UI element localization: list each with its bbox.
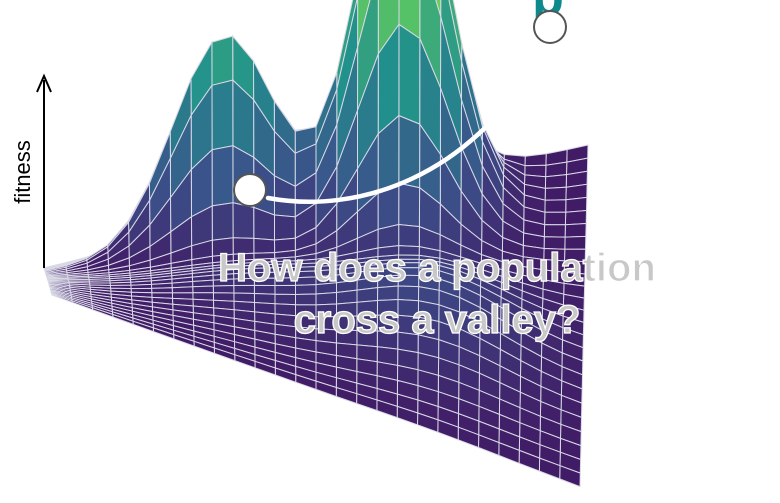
surface-cell — [524, 153, 547, 167]
surface-cell — [544, 186, 567, 201]
surface-cell — [211, 202, 234, 241]
surface-cell — [171, 286, 194, 294]
arrowhead-icon — [520, 47, 545, 73]
surface-cell — [274, 293, 296, 306]
surface-cell — [544, 174, 568, 189]
population-start-marker — [233, 173, 267, 207]
question-overlay: How does a population cross a valley? — [217, 245, 656, 342]
fitness-axis: fitness — [10, 73, 52, 268]
surface-cell — [543, 224, 566, 238]
surface-cell — [151, 287, 173, 294]
surface-cell — [192, 285, 214, 294]
fitness-axis-arrowhead-icon — [36, 73, 52, 93]
population-path — [233, 10, 567, 207]
fitness-surface-mesh — [43, 0, 589, 488]
question-line-2: cross a valley? — [294, 298, 581, 342]
surface-cell — [564, 209, 588, 226]
surface-cell — [564, 222, 587, 238]
population-target-marker — [533, 10, 567, 44]
surface-cell — [398, 23, 421, 125]
surface-cell — [565, 196, 588, 213]
surface-cell — [398, 182, 421, 228]
question-line-1: How does a population — [218, 246, 656, 290]
surface-cell — [211, 79, 234, 151]
surface-cell — [398, 223, 420, 248]
surface-cell — [50, 293, 73, 304]
surface-cell — [544, 199, 567, 213]
crossing-path-arrow — [265, 59, 539, 204]
surface-cell — [544, 211, 567, 226]
surface-cell — [211, 35, 234, 86]
surface-cell — [274, 214, 296, 241]
surface-cell — [232, 202, 255, 239]
fitness-axis-label: fitness — [10, 140, 35, 204]
surface-cell — [211, 145, 234, 207]
